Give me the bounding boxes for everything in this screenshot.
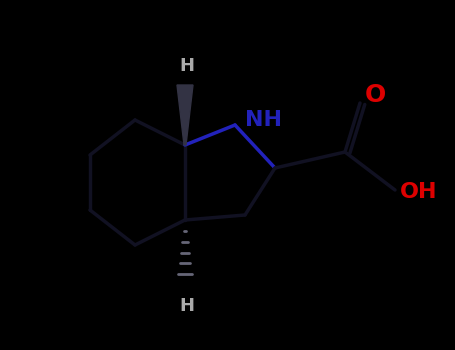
Text: H: H — [180, 57, 194, 75]
Text: O: O — [365, 83, 386, 107]
Text: OH: OH — [400, 182, 438, 202]
Text: NH: NH — [245, 110, 282, 130]
Polygon shape — [177, 85, 193, 145]
Text: H: H — [180, 297, 194, 315]
